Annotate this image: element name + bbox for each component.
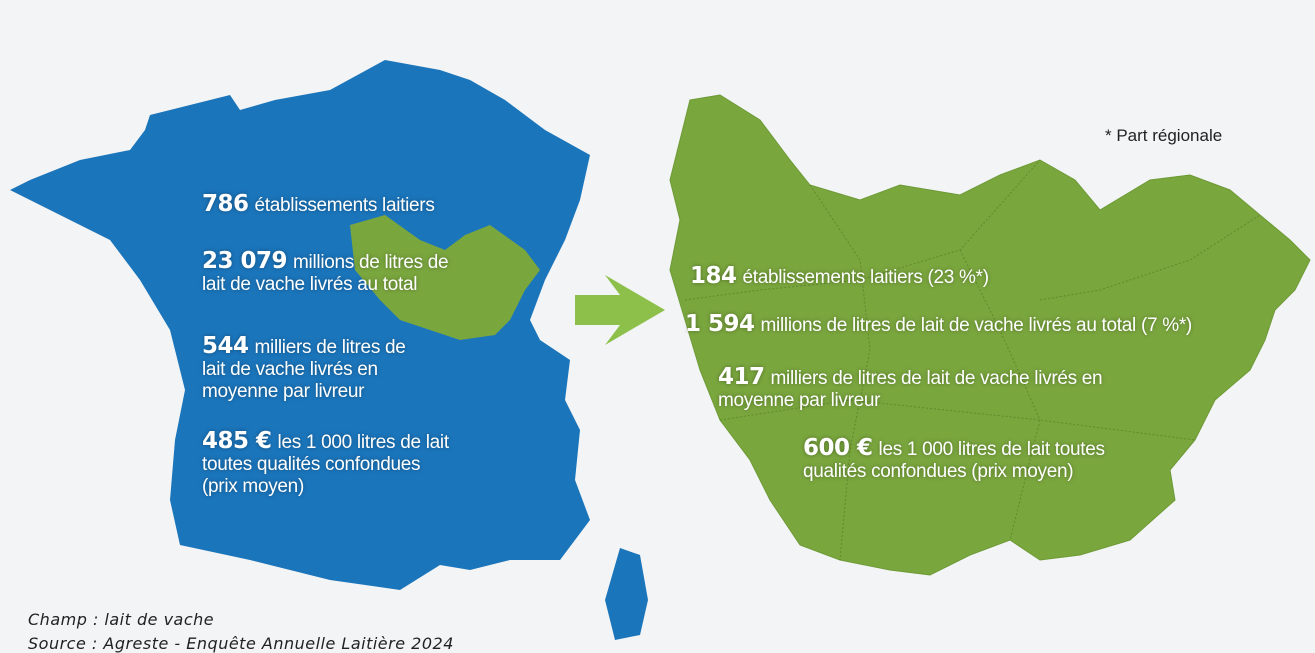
stat-value: 1 594 bbox=[685, 311, 755, 337]
department-borders bbox=[684, 159, 1261, 561]
footer-scope: Champ : lait de vache bbox=[28, 610, 215, 629]
stat-value: 786 bbox=[202, 191, 249, 217]
stat-text: lait de vache livrés en bbox=[202, 359, 378, 380]
stat-value: 600 € bbox=[803, 435, 873, 461]
corsica bbox=[605, 548, 648, 640]
stat-text: moyenne par livreur bbox=[718, 390, 881, 411]
stat-text: milliers de litres de lait de vache livr… bbox=[770, 368, 1103, 389]
france-stat: 23 079 millions de litres de lait de vache… bbox=[202, 248, 449, 296]
stat-text: milliers de litres de bbox=[254, 337, 406, 358]
france-stat: 544 milliers de litres de lait de vache li… bbox=[202, 335, 406, 403]
region-stat: 184 établissements laitiers (23 %*) bbox=[690, 265, 989, 289]
stat-value: 184 bbox=[690, 263, 737, 289]
france-map bbox=[10, 60, 590, 590]
stat-text: établissements laitiers bbox=[254, 195, 435, 216]
stat-text: toutes qualités confondues bbox=[202, 454, 421, 475]
region-in-france bbox=[350, 215, 540, 340]
footer-source: Source : Agreste - Enquête Annuelle Lait… bbox=[28, 634, 454, 653]
stat-text: moyenne par livreur bbox=[202, 381, 365, 402]
stat-text: les 1 000 litres de lait bbox=[277, 432, 450, 453]
france-stat: 786 établissements laitiers bbox=[202, 193, 435, 217]
stat-value: 485 € bbox=[202, 428, 272, 454]
stat-value: 23 079 bbox=[202, 248, 288, 274]
region-stat: 1 594 millions de litres de lait de vache… bbox=[685, 313, 1192, 337]
stat-value: 544 bbox=[202, 333, 249, 359]
stat-text: millions de litres de lait de vache livr… bbox=[760, 315, 1193, 336]
region-stat: 417 milliers de litres de lait de vache l… bbox=[718, 364, 1103, 412]
stat-text: qualités confondues (prix moyen) bbox=[803, 461, 1074, 482]
arrow bbox=[575, 275, 665, 345]
stat-text: les 1 000 litres de lait toutes bbox=[878, 439, 1106, 460]
stat-text: établissements laitiers (23 %*) bbox=[742, 267, 990, 288]
france-stat: 485 € les 1 000 litres de lait toutes qual… bbox=[202, 430, 449, 498]
stat-text: lait de vache livrés au total bbox=[202, 274, 418, 295]
note: * Part régionale bbox=[1105, 126, 1223, 145]
region-stat: 600 € les 1 000 litres de lait toutes qual… bbox=[803, 437, 1105, 483]
stat-text: millions de litres de bbox=[293, 252, 449, 273]
stat-value: 417 bbox=[718, 364, 765, 390]
stat-text: (prix moyen) bbox=[202, 476, 304, 497]
